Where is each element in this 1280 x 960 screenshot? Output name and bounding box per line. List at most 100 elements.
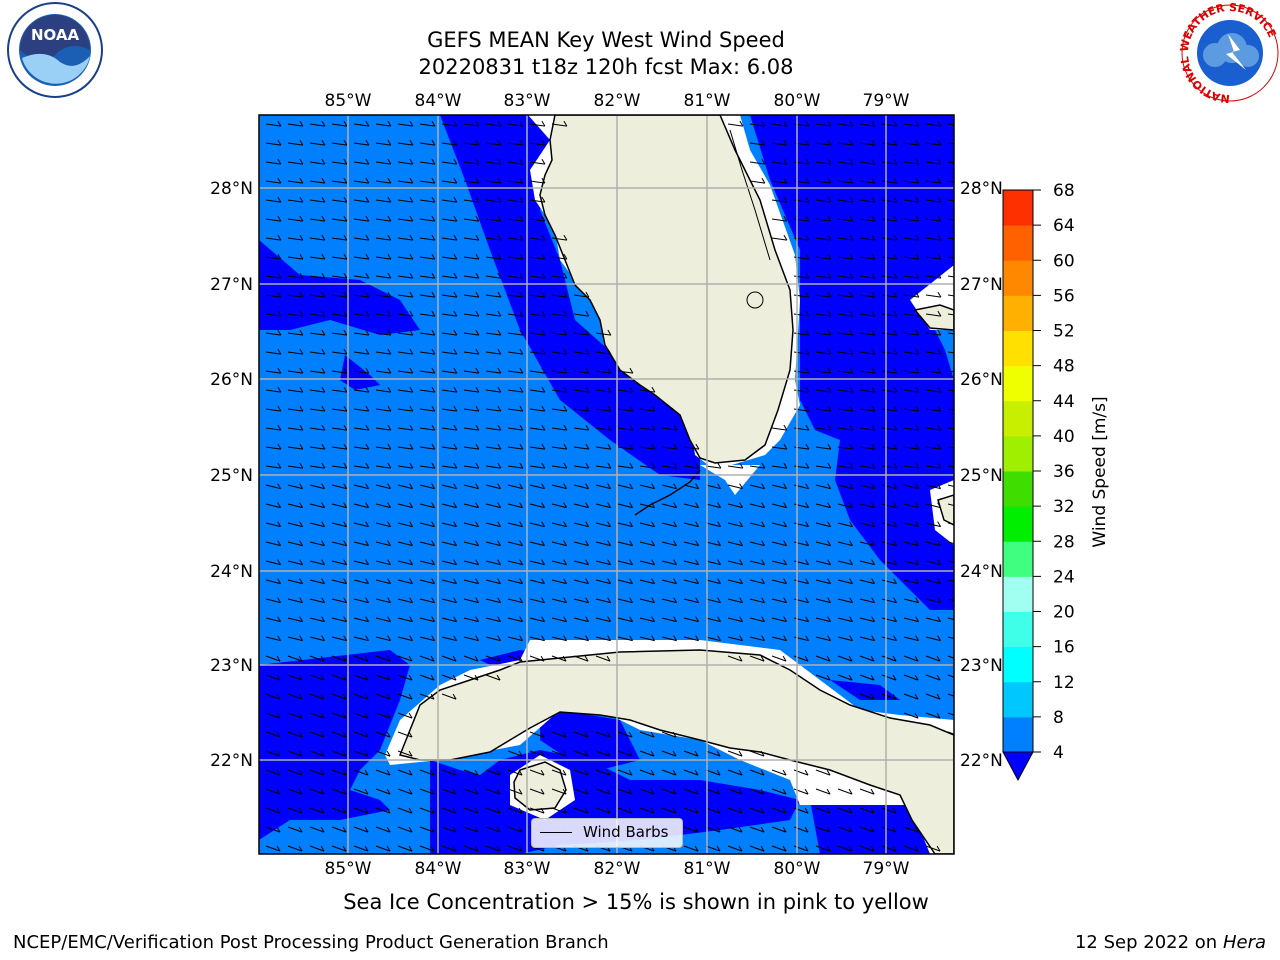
wind-barb [881, 826, 897, 833]
wind-barb [507, 826, 523, 833]
wind-barb [353, 329, 370, 336]
wind-barb [573, 424, 590, 431]
wind-barb [771, 845, 787, 852]
wind-barb [925, 521, 942, 528]
wind-barb [683, 635, 700, 642]
wind-barb [485, 826, 501, 833]
colorbar-tick-label: 52 [1053, 322, 1075, 342]
wind-barb [463, 807, 479, 814]
wind-barb [881, 291, 898, 298]
wind-barb [815, 405, 832, 412]
wind-barb [639, 521, 656, 528]
wind-barb [595, 807, 611, 814]
colorbar-bin [1003, 295, 1033, 331]
wind-barb [419, 578, 436, 585]
wind-barb [485, 158, 502, 165]
wind-barb [749, 826, 765, 833]
lat-labels-left: 28°N 27°N 26°N 25°N 24°N 23°N 22°N [210, 179, 253, 771]
wind-barb [463, 635, 480, 642]
wind-barb [595, 769, 611, 776]
wind-barb [771, 769, 787, 776]
wind-barb [287, 635, 304, 642]
wind-barb [859, 616, 876, 623]
wind-barb [881, 272, 898, 279]
wind-barb [507, 807, 523, 814]
wind-barb [595, 788, 611, 795]
lagoon-line [729, 129, 771, 261]
wind-barb [309, 291, 326, 298]
wind-barb [947, 674, 954, 678]
colorbar-tick-label: 28 [1053, 532, 1075, 552]
wind-barb [727, 521, 744, 528]
wind-barb [507, 139, 524, 146]
wind-barb [573, 655, 589, 662]
wind-barb [375, 559, 392, 566]
wind-barb [749, 158, 766, 165]
wind-barb [287, 158, 304, 165]
wind-barb [595, 731, 611, 738]
wind-barb [419, 826, 435, 833]
wind-barb [507, 158, 524, 165]
wind-barb [485, 597, 502, 604]
wind-barb [507, 483, 524, 490]
wind-barb [287, 253, 304, 260]
lon-label: 83°W [504, 859, 551, 879]
wind-barb [881, 348, 898, 355]
wind-barb [573, 635, 590, 642]
wind-barb [551, 348, 568, 355]
wind-barb [331, 597, 348, 604]
graticule [259, 115, 954, 854]
wind-barb [573, 540, 590, 547]
wind-barb [331, 845, 347, 852]
wind-barb [375, 540, 392, 547]
wind-barb [507, 196, 524, 203]
wind-barb [815, 177, 832, 184]
wind-barb [331, 272, 348, 279]
wind-barb [771, 234, 788, 241]
wind-barb [419, 462, 436, 469]
wind-barb [375, 750, 391, 757]
wind-barb [903, 291, 920, 298]
wind-barb [639, 405, 656, 412]
wind-barb [375, 578, 392, 585]
wind-barb [309, 655, 325, 662]
wind-barb [507, 386, 524, 393]
wind-barb [815, 215, 832, 222]
wind-barb [771, 177, 788, 184]
wind-barb [507, 502, 524, 509]
wind-barb [925, 462, 942, 469]
colorbar-tick-label: 20 [1053, 603, 1075, 623]
wind-barb [529, 120, 546, 127]
wind-barb [309, 483, 326, 490]
wind-barb [309, 386, 326, 393]
lat-label: 28°N [210, 179, 253, 199]
wind-barb [507, 750, 523, 757]
wind-barb [441, 655, 457, 662]
wind-barb [419, 139, 436, 146]
wind-barb [705, 845, 721, 852]
lake-okeechobee [746, 291, 764, 309]
wind-barb [353, 443, 370, 450]
wind-barb [353, 597, 370, 604]
wind-barb [463, 462, 480, 469]
wind-barb [485, 674, 501, 681]
wind-barb [837, 253, 854, 260]
wind-barb [309, 215, 326, 222]
wind-barb [925, 291, 942, 298]
wind-barb [507, 177, 524, 184]
wind-barb [771, 807, 787, 814]
wind-barb [375, 616, 392, 623]
wind-barb [265, 405, 282, 412]
colorbar-tick-label: 40 [1053, 427, 1075, 447]
wind-barb [947, 332, 954, 335]
wind-barb [925, 405, 942, 412]
wind-barb [375, 674, 391, 681]
wind-barb [309, 367, 326, 374]
wind-barb [529, 291, 546, 298]
wind-barb [727, 750, 743, 757]
wind-barb [287, 826, 303, 833]
wind-barb [529, 215, 546, 222]
wind-barb [375, 712, 391, 719]
wind-barb [925, 502, 942, 509]
wind-barb [595, 502, 612, 509]
